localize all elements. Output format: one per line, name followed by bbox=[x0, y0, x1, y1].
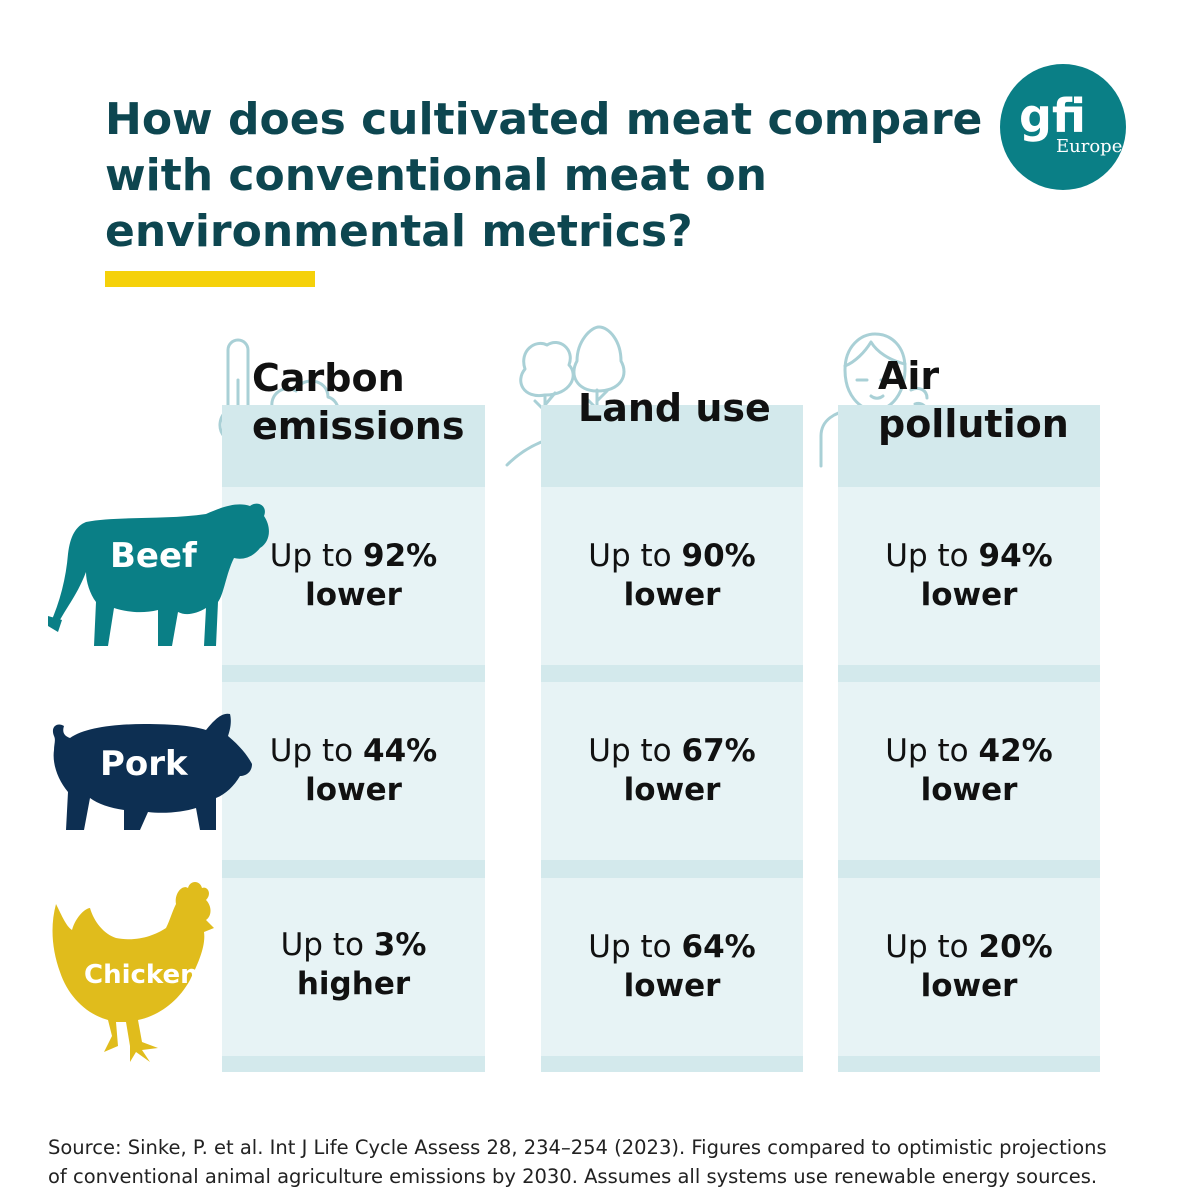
cell-value: 20% bbox=[978, 929, 1053, 965]
title-line: with conventional meat on bbox=[105, 150, 767, 201]
column-header-line: pollution bbox=[878, 402, 1069, 446]
column-header-line: Carbon bbox=[252, 356, 405, 400]
source-line: Source: Sinke, P. et al. Int J Life Cycl… bbox=[48, 1136, 1107, 1159]
cell-prefix: Up to bbox=[269, 538, 363, 574]
gfi-europe-logo: gfi Europe bbox=[1000, 64, 1126, 190]
cell-beef-land: Up to 90% lower bbox=[541, 487, 803, 665]
cell-value: 64% bbox=[681, 929, 756, 965]
cell-value: 44% bbox=[363, 733, 438, 769]
cell-prefix: Up to bbox=[588, 929, 682, 965]
cell-prefix: Up to bbox=[885, 538, 979, 574]
cell-pork-carbon: Up to 44% lower bbox=[222, 682, 485, 860]
cell-chicken-carbon: Up to 3% higher bbox=[222, 878, 485, 1056]
pig-icon bbox=[52, 713, 252, 830]
source-footnote: Source: Sinke, P. et al. Int J Life Cycl… bbox=[48, 1133, 1178, 1191]
cell-pork-air: Up to 42% lower bbox=[838, 682, 1100, 860]
cell-direction: lower bbox=[920, 577, 1018, 613]
column-air-pollution: Up to 94% lower Up to 42% lower Up to 20… bbox=[838, 405, 1100, 1072]
source-line: of conventional animal agriculture emiss… bbox=[48, 1165, 1098, 1188]
cell-prefix: Up to bbox=[885, 733, 979, 769]
animal-label-pork: Pork bbox=[100, 744, 188, 784]
cell-direction: lower bbox=[623, 772, 721, 808]
cell-prefix: Up to bbox=[280, 927, 374, 963]
chicken-icon bbox=[52, 882, 214, 1062]
cell-chicken-air: Up to 20% lower bbox=[838, 878, 1100, 1056]
column-header-line: Air bbox=[878, 354, 940, 398]
cell-value: 90% bbox=[681, 538, 756, 574]
animal-label-chicken: Chicken bbox=[84, 960, 199, 990]
cell-beef-carbon: Up to 92% lower bbox=[222, 487, 485, 665]
cow-icon bbox=[48, 503, 269, 646]
column-header-line: Land use bbox=[578, 386, 771, 430]
cell-value: 42% bbox=[978, 733, 1053, 769]
cell-value: 92% bbox=[363, 538, 438, 574]
cell-direction: lower bbox=[920, 772, 1018, 808]
cell-chicken-land: Up to 64% lower bbox=[541, 878, 803, 1056]
cell-value: 94% bbox=[978, 538, 1053, 574]
column-header-line: emissions bbox=[252, 404, 465, 448]
cell-prefix: Up to bbox=[588, 733, 682, 769]
svg-text:gfi: gfi bbox=[1019, 89, 1086, 143]
cell-direction: higher bbox=[296, 966, 411, 1002]
cell-value: 3% bbox=[373, 927, 427, 963]
animal-label-beef: Beef bbox=[110, 536, 197, 576]
cell-value: 67% bbox=[681, 733, 756, 769]
page-title: How does cultivated meat compare with co… bbox=[105, 92, 985, 260]
column-carbon-emissions: Up to 92% lower Up to 44% lower Up to 3%… bbox=[222, 405, 485, 1072]
cell-direction: lower bbox=[623, 968, 721, 1004]
column-header-air-pollution: Air pollution bbox=[878, 352, 1069, 448]
cell-pork-land: Up to 67% lower bbox=[541, 682, 803, 860]
svg-text:Europe: Europe bbox=[1056, 136, 1122, 157]
title-underline bbox=[105, 271, 315, 287]
cell-direction: lower bbox=[305, 577, 402, 613]
title-line: environmental metrics? bbox=[105, 206, 693, 257]
column-header-carbon-emissions: Carbon emissions bbox=[252, 354, 464, 450]
cell-direction: lower bbox=[305, 772, 402, 808]
cell-direction: lower bbox=[623, 577, 721, 613]
column-header-land-use: Land use bbox=[578, 384, 771, 432]
cell-prefix: Up to bbox=[885, 929, 979, 965]
cell-beef-air: Up to 94% lower bbox=[838, 487, 1100, 665]
cell-prefix: Up to bbox=[588, 538, 682, 574]
cell-prefix: Up to bbox=[269, 733, 363, 769]
column-land-use: Up to 90% lower Up to 67% lower Up to 64… bbox=[541, 405, 803, 1072]
cell-direction: lower bbox=[920, 968, 1018, 1004]
title-line: How does cultivated meat compare bbox=[105, 94, 983, 145]
